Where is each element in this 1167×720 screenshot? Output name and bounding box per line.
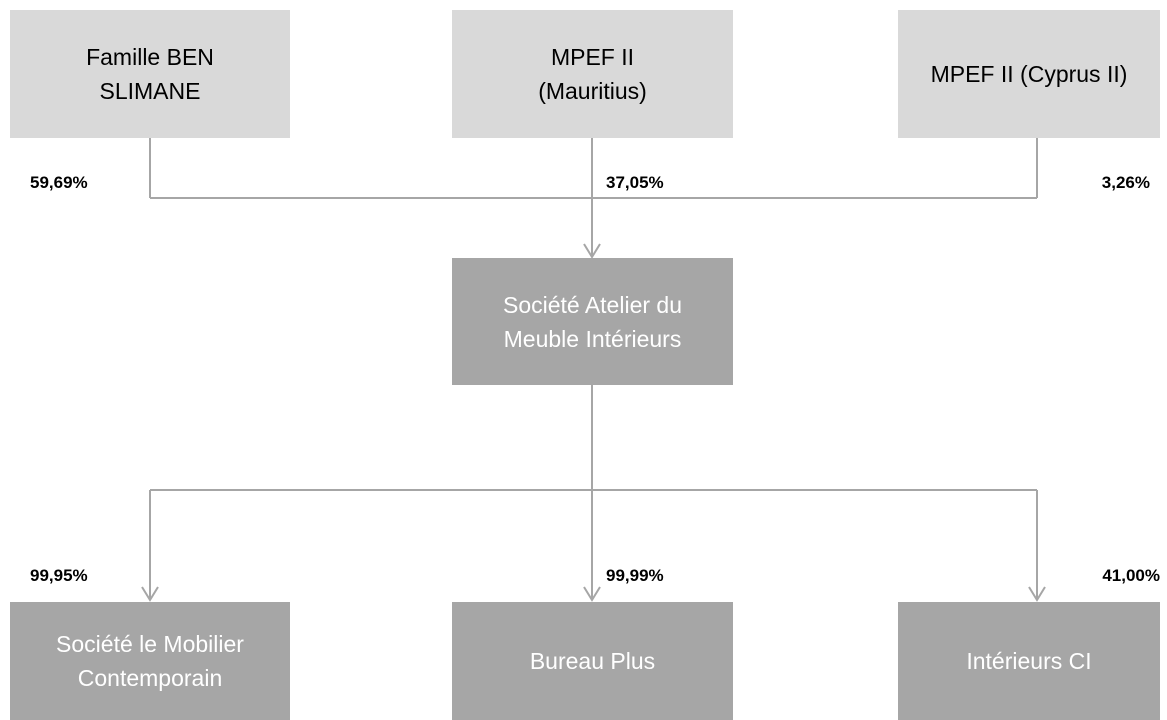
- arrow-head: [141, 586, 159, 602]
- node: MPEF II (Mauritius): [452, 10, 733, 138]
- node-label: Société Atelier du: [502, 291, 682, 318]
- node-label: MPEF II (Cyprus II): [930, 61, 1128, 87]
- arrow-head: [1028, 586, 1046, 602]
- node-label: Intérieurs CI: [966, 648, 1092, 674]
- node-label: Bureau Plus: [529, 648, 656, 674]
- node: Famille BEN SLIMANE: [10, 10, 290, 138]
- node: Intérieurs CI: [898, 602, 1160, 720]
- percentage: 99,95%: [30, 566, 88, 585]
- arrow-head: [583, 586, 601, 602]
- node-label: MPEF II: [550, 44, 635, 70]
- arrow-head: [583, 243, 601, 259]
- node: MPEF II (Cyprus II): [898, 10, 1160, 138]
- percentage: 59,69%: [30, 173, 88, 192]
- percentage: 41,00%: [1102, 566, 1160, 585]
- percentage: 3,26%: [1101, 173, 1150, 192]
- node-label: SLIMANE: [99, 78, 201, 104]
- node-label: Société le Mobilier: [56, 631, 244, 657]
- percentage: 99,99%: [606, 566, 664, 585]
- percentage: 37,05%: [606, 173, 664, 192]
- node-label: Meuble Intérieurs: [503, 325, 682, 352]
- node: Société le Mobilier Contemporain: [10, 602, 290, 720]
- node-label: Famille BEN: [86, 44, 214, 70]
- node: Société Atelier du Meuble Intérieurs: [452, 258, 733, 385]
- node-label: (Mauritius): [538, 78, 647, 104]
- node: Bureau Plus: [452, 602, 733, 720]
- node-label: Contemporain: [77, 665, 223, 691]
